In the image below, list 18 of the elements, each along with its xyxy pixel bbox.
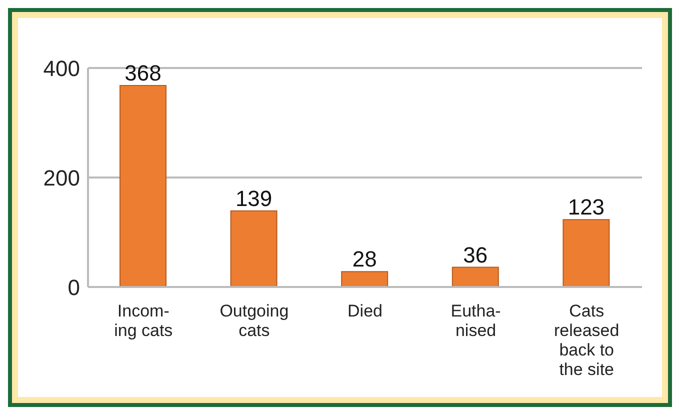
y-tick-label: 400 [43, 56, 80, 81]
bar [120, 85, 166, 287]
x-tick-label: Incom- ing cats [114, 301, 173, 340]
data-label: 28 [352, 246, 377, 272]
x-tick-label: Outgoing cats [220, 301, 289, 340]
y-tick-label: 0 [68, 274, 80, 300]
bar [452, 266, 499, 287]
x-tick-label: Died [348, 301, 382, 320]
bar [230, 210, 278, 287]
data-label: 368 [124, 60, 162, 86]
data-label: 123 [568, 194, 605, 220]
x-tick-label: Eutha- nised [450, 301, 501, 340]
bar [562, 219, 610, 287]
data-label: 36 [463, 242, 488, 268]
x-tick-label: Cats released back to the site [554, 301, 620, 379]
y-tick-label: 200 [43, 165, 80, 190]
data-label: 139 [235, 186, 272, 211]
bar [341, 271, 388, 287]
